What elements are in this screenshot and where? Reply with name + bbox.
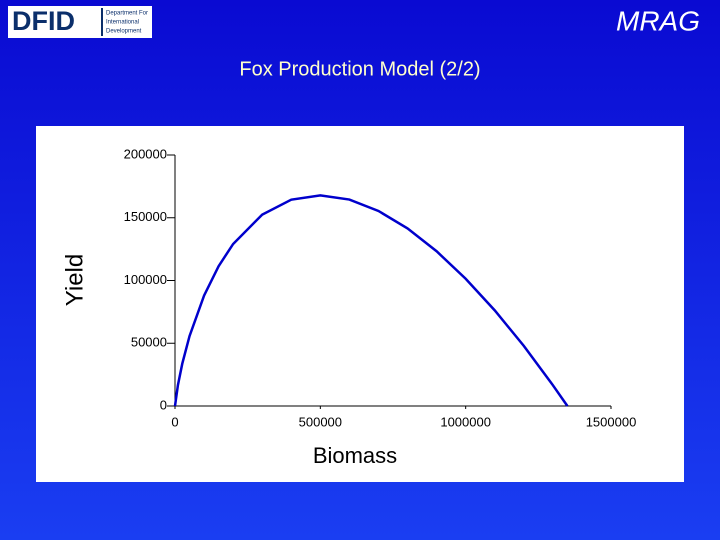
y-tick-label: 100000 xyxy=(124,272,167,287)
x-tick-label: 1000000 xyxy=(440,414,491,429)
slide-title: Fox Production Model (2/2) xyxy=(239,58,480,80)
logo-divider xyxy=(101,8,103,36)
y-tick-label: 50000 xyxy=(131,335,167,350)
dfid-logo xyxy=(8,6,152,38)
x-axis-label: Biomass xyxy=(313,443,397,468)
dfid-logo-line: Development xyxy=(106,29,142,35)
y-tick-label: 150000 xyxy=(124,209,167,224)
y-axis-label: Yield xyxy=(61,254,88,306)
chart-panel xyxy=(36,126,684,482)
dfid-logo-line: Department For xyxy=(106,11,148,17)
yield-curve xyxy=(173,194,569,407)
y-tick-label: 0 xyxy=(160,397,167,412)
y-tick-label: 200000 xyxy=(124,146,167,161)
x-tick-label: 0 xyxy=(171,414,178,429)
dfid-logo-text: DFID xyxy=(12,6,75,36)
plot: 0 50000 100000 150000 200000 0 500000 1000000 15… xyxy=(124,146,637,429)
x-tick-label: 500000 xyxy=(299,414,342,429)
x-tick-label: 1500000 xyxy=(586,414,637,429)
dfid-logo-line: International xyxy=(106,20,139,26)
mrag-logo: MRAG xyxy=(616,5,700,36)
